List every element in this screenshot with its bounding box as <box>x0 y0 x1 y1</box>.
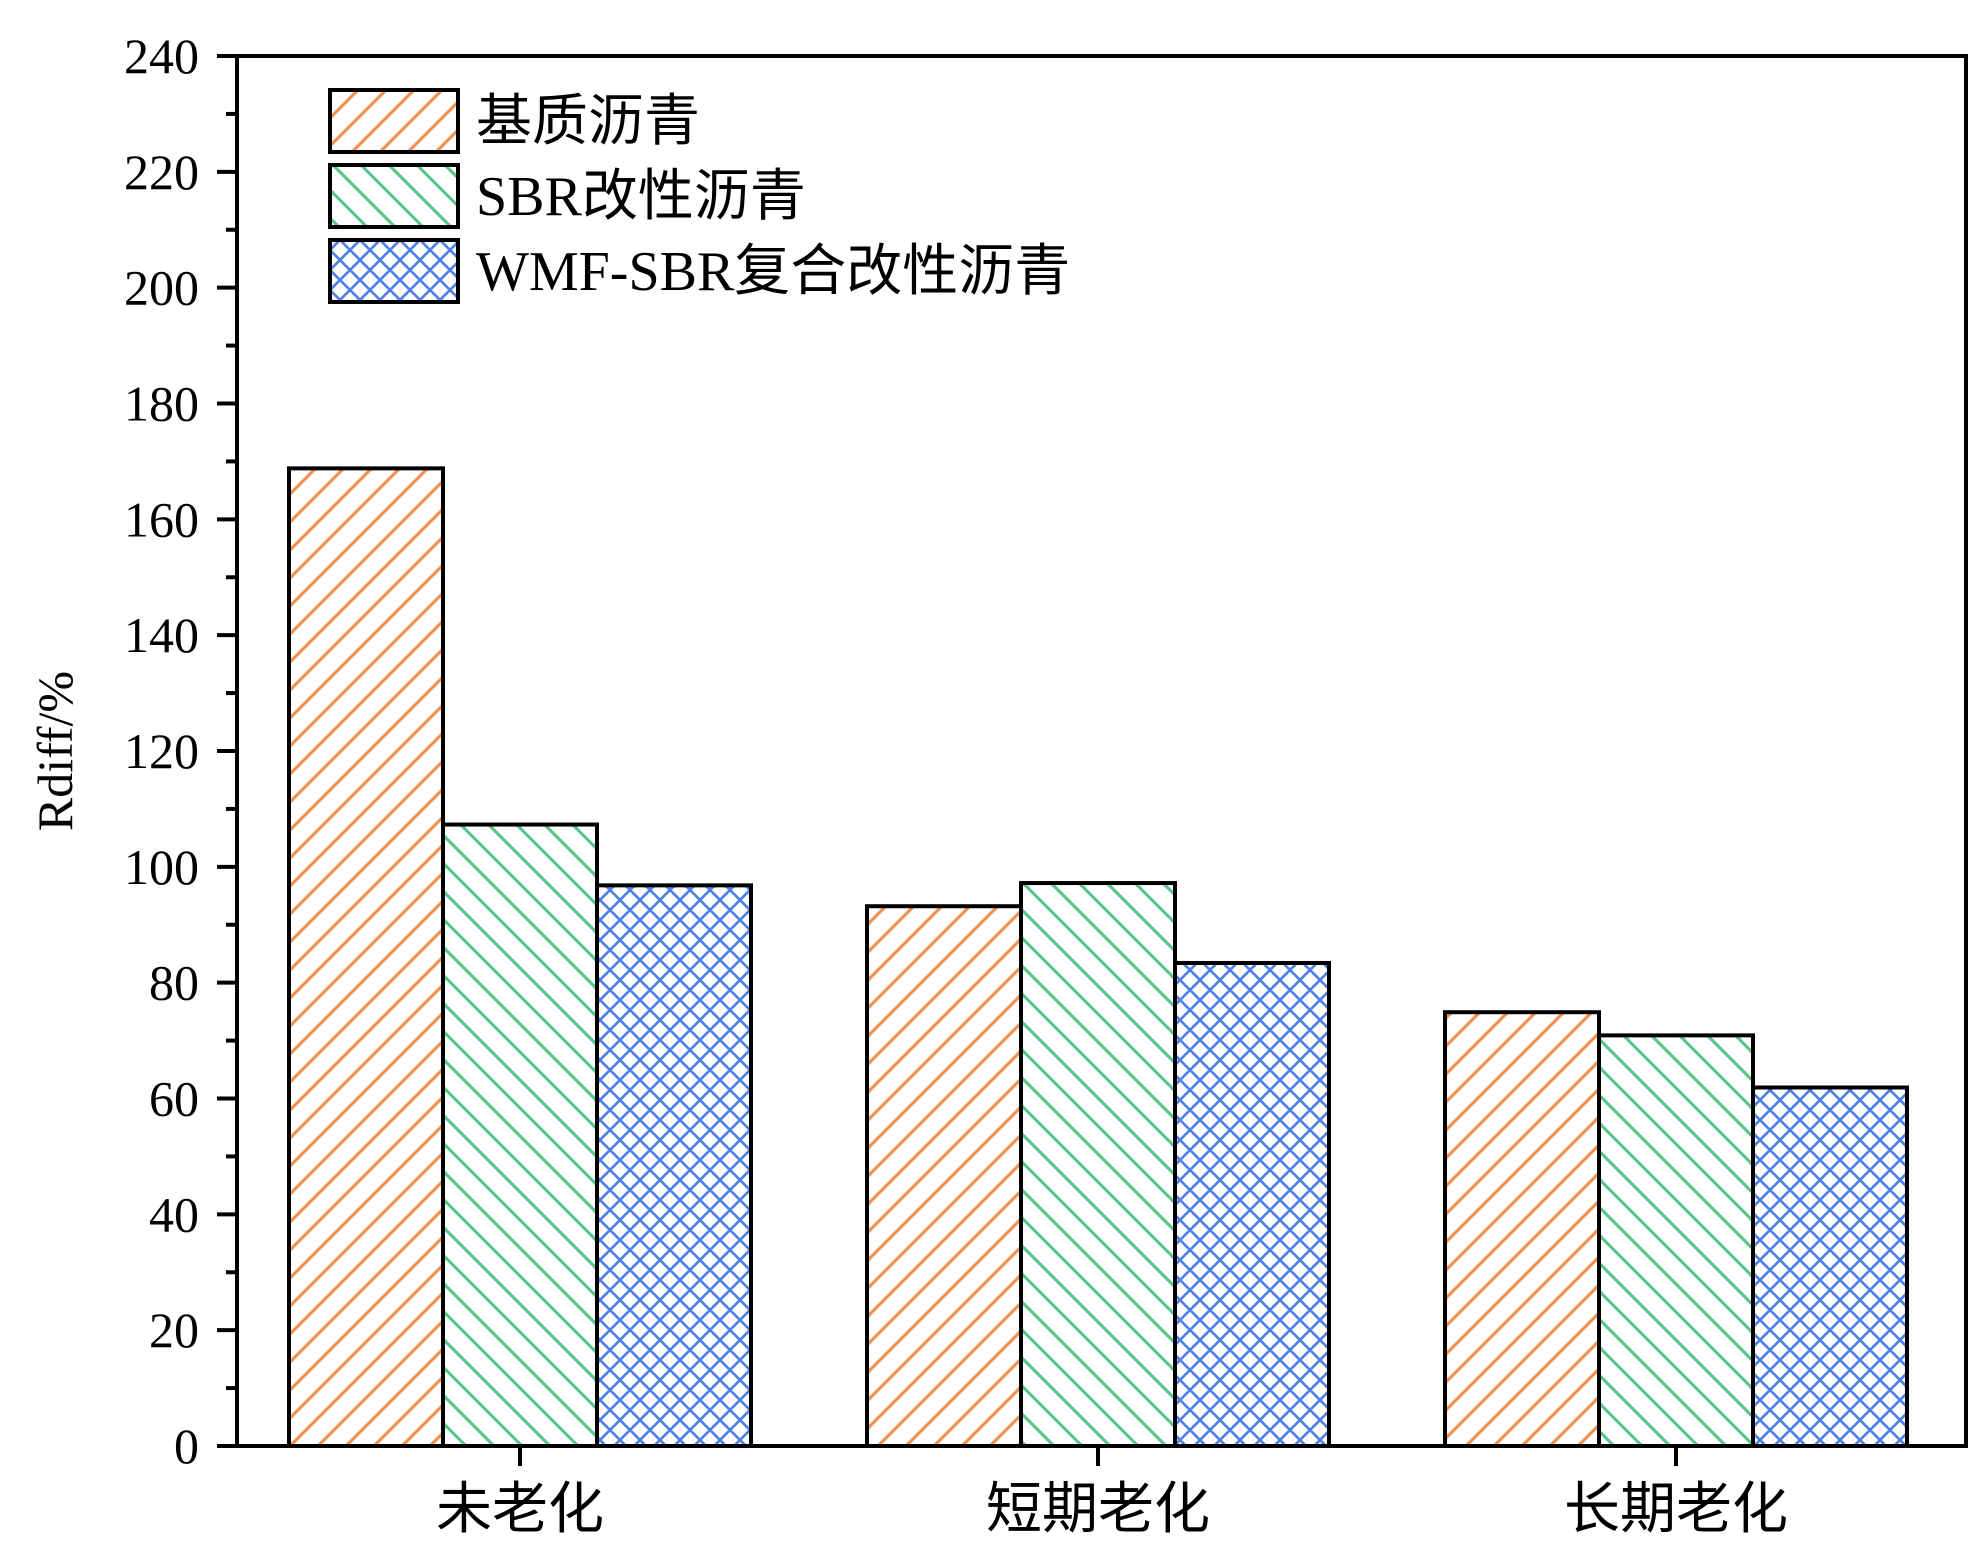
y-tick-label: 0 <box>174 1418 199 1474</box>
legend-label-2: SBR改性沥青 <box>476 166 806 228</box>
legend-swatch-3 <box>328 238 460 304</box>
bar-3-series-3 <box>1751 1085 1909 1449</box>
y-tick-label: 120 <box>124 723 199 779</box>
y-tick-label: 60 <box>149 1071 199 1127</box>
x-category-label: 长期老化 <box>1564 1479 1788 1541</box>
y-tick-label: 80 <box>149 955 199 1011</box>
legend-label-1: 基质沥青 <box>476 91 700 153</box>
y-tick-label: 240 <box>124 28 199 84</box>
bar-2-series-3 <box>1173 960 1331 1448</box>
bar-3-series-1 <box>1443 1010 1601 1448</box>
y-tick-label: 220 <box>124 144 199 200</box>
bars-layer <box>287 466 1909 1449</box>
y-axis-title: Rdiff/% <box>27 671 83 831</box>
x-category-label: 短期老化 <box>986 1479 1210 1541</box>
legend-swatch-1 <box>328 88 460 154</box>
bar-3-series-2 <box>1597 1033 1755 1449</box>
y-tick-label: 40 <box>149 1186 199 1242</box>
bar-1-series-3 <box>595 883 753 1448</box>
legend-label-3: WMF-SBR复合改性沥青 <box>476 241 1070 303</box>
legend: 基质沥青 SBR改性沥青 WMF-SBR复合改性沥青 <box>328 88 1070 304</box>
y-tick-label: 180 <box>124 376 199 432</box>
y-tick-label: 100 <box>124 839 199 895</box>
bar-2-series-2 <box>1019 881 1177 1448</box>
x-category-label: 未老化 <box>436 1479 604 1541</box>
y-tick-label: 160 <box>124 491 199 547</box>
y-tick-label: 200 <box>124 260 199 316</box>
y-tick-label: 140 <box>124 607 199 663</box>
y-axis: 0 20 40 60 80 100 120 140 160 180 200 220 240 <box>124 28 237 1474</box>
bar-1-series-2 <box>441 822 599 1448</box>
y-tick-label: 20 <box>149 1302 199 1358</box>
bar-1-series-1 <box>287 466 445 1449</box>
bar-2-series-1 <box>865 904 1023 1448</box>
legend-swatch-2 <box>328 163 460 229</box>
x-axis: 未老化 短期老化 长期老化 <box>436 1446 1788 1541</box>
